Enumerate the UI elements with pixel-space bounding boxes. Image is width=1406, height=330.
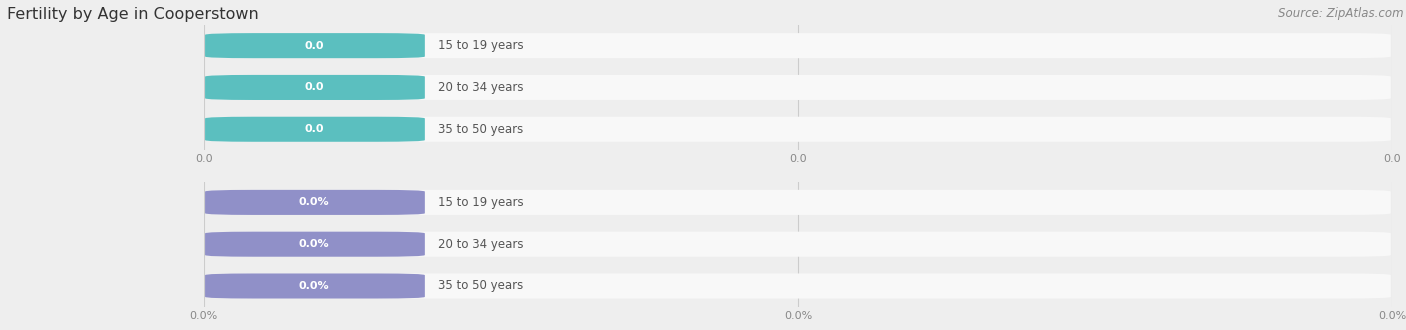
FancyBboxPatch shape xyxy=(205,190,1391,215)
Text: Source: ZipAtlas.com: Source: ZipAtlas.com xyxy=(1278,7,1403,19)
Text: 0.0: 0.0 xyxy=(304,124,323,134)
FancyBboxPatch shape xyxy=(205,232,1391,257)
FancyBboxPatch shape xyxy=(205,117,1391,142)
Text: 35 to 50 years: 35 to 50 years xyxy=(437,123,523,136)
Text: 35 to 50 years: 35 to 50 years xyxy=(437,280,523,292)
FancyBboxPatch shape xyxy=(205,33,425,58)
Text: 20 to 34 years: 20 to 34 years xyxy=(437,81,523,94)
FancyBboxPatch shape xyxy=(205,75,1391,100)
Text: 0.0%: 0.0% xyxy=(298,239,329,249)
Text: 0.0%: 0.0% xyxy=(298,197,329,207)
Text: 0.0: 0.0 xyxy=(304,82,323,92)
Text: 15 to 19 years: 15 to 19 years xyxy=(437,39,523,52)
Text: Fertility by Age in Cooperstown: Fertility by Age in Cooperstown xyxy=(7,7,259,21)
FancyBboxPatch shape xyxy=(205,33,1391,58)
Text: 0.0%: 0.0% xyxy=(298,281,329,291)
FancyBboxPatch shape xyxy=(205,274,425,299)
FancyBboxPatch shape xyxy=(205,232,425,257)
Text: 20 to 34 years: 20 to 34 years xyxy=(437,238,523,251)
FancyBboxPatch shape xyxy=(205,190,425,215)
FancyBboxPatch shape xyxy=(205,117,425,142)
Text: 0.0: 0.0 xyxy=(304,41,323,50)
FancyBboxPatch shape xyxy=(205,75,425,100)
Text: 15 to 19 years: 15 to 19 years xyxy=(437,196,523,209)
FancyBboxPatch shape xyxy=(205,274,1391,299)
